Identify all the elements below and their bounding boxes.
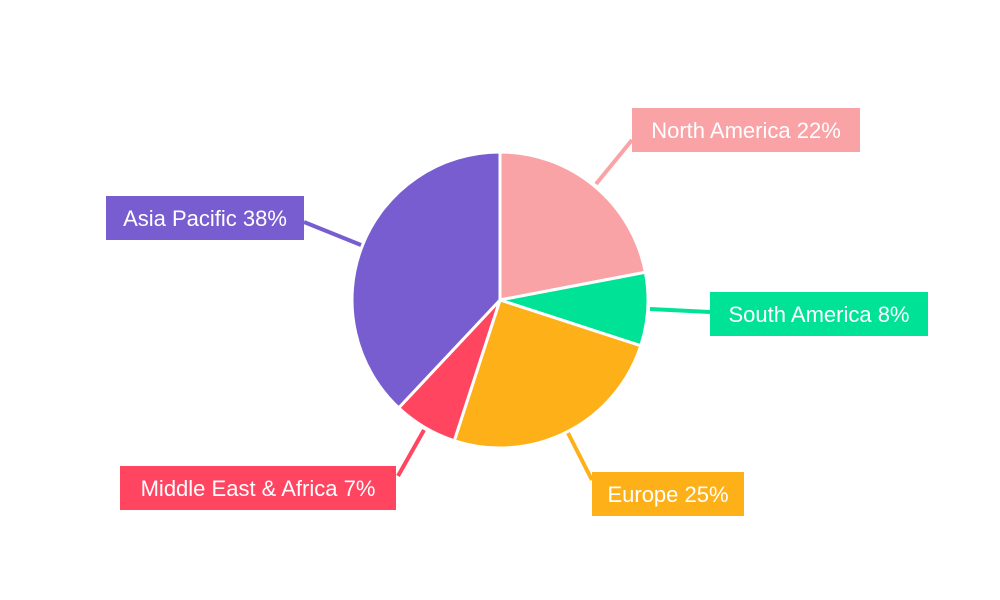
data-label-box-south-america <box>710 292 928 336</box>
pie-slice-asia-pacific <box>350 150 502 411</box>
data-label-europe: Europe 25% <box>607 482 728 507</box>
data-label-north-america: North America 22% <box>651 118 841 143</box>
leader-line-middle-east-africa <box>396 429 426 477</box>
data-label-box-asia-pacific <box>106 196 304 240</box>
data-label-middle-east-africa: Middle East & Africa 7% <box>141 476 376 501</box>
leader-line-europe <box>566 432 594 481</box>
leader-line-north-america <box>594 138 634 186</box>
pie-slice-europe <box>452 298 643 450</box>
leader-line-south-america <box>649 307 711 314</box>
data-label-box-middle-east-africa <box>120 466 396 510</box>
data-label-box-north-america <box>632 108 860 152</box>
data-label-south-america: South America 8% <box>729 302 910 327</box>
data-label-asia-pacific: Asia Pacific 38% <box>123 206 287 231</box>
data-label-box-europe <box>592 472 744 516</box>
pie-slice-north-america <box>498 150 648 302</box>
leader-line-asia-pacific <box>303 220 362 247</box>
